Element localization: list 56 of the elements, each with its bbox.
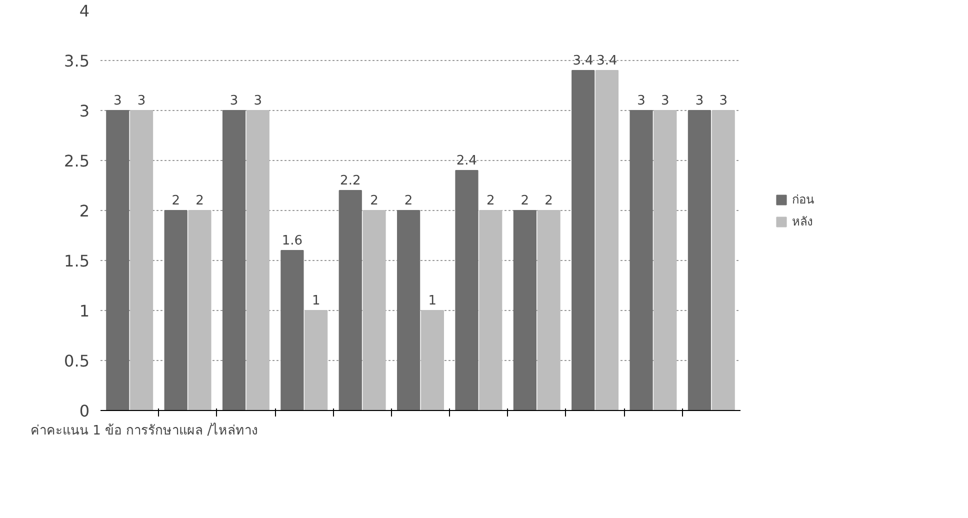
- y-tick-label: 2.5: [64, 152, 90, 170]
- bar: [712, 110, 735, 410]
- data-label: 3.4: [572, 54, 594, 68]
- bar: [164, 210, 188, 410]
- y-tick-label: 1: [79, 302, 90, 320]
- data-label: 2: [544, 194, 553, 208]
- bar: [513, 210, 536, 410]
- bar: [654, 110, 677, 410]
- y-tick-label: 4: [79, 2, 90, 20]
- data-label: 2: [370, 194, 378, 208]
- data-label: 2: [486, 194, 495, 208]
- data-label: 3: [254, 94, 262, 108]
- data-label: 2: [196, 194, 204, 208]
- data-label: 1: [428, 294, 437, 308]
- bar: [304, 310, 328, 410]
- bar: [246, 110, 270, 410]
- bar: [595, 70, 619, 410]
- data-label: 1: [312, 294, 320, 308]
- y-tick-label: 0: [79, 402, 90, 420]
- data-label: 3.4: [596, 54, 618, 68]
- data-label: 2: [520, 194, 530, 208]
- data-label: 3: [719, 94, 728, 108]
- data-label: 3: [114, 94, 122, 108]
- bar: [572, 70, 595, 410]
- data-label: 2.4: [456, 154, 478, 168]
- legend-label: ก่อน: [792, 192, 814, 208]
- bar: [280, 250, 304, 410]
- bar: [338, 190, 362, 410]
- y-tick-label: 0.5: [64, 352, 90, 370]
- bar: [537, 210, 560, 410]
- bar: [106, 110, 130, 410]
- bar: [630, 110, 653, 410]
- y-tick-label: 1.5: [64, 252, 90, 270]
- bar: [479, 210, 502, 410]
- bar: [130, 110, 154, 410]
- data-label: 3: [137, 94, 146, 108]
- bar: [455, 170, 478, 410]
- bar: [688, 110, 712, 410]
- bar: [397, 210, 420, 410]
- text: ค่าคะแนน 1 ข้อ การรักษาแผล /ไหล่ทาง: [30, 422, 258, 438]
- data-label: 1.6: [282, 234, 303, 248]
- y-tick-label: 3: [79, 102, 90, 120]
- data-label: 3: [661, 94, 670, 108]
- bar: [222, 110, 246, 410]
- data-label: 3: [695, 94, 704, 108]
- y-tick-label: 2: [79, 202, 90, 220]
- legend-label: หลัง: [792, 214, 813, 230]
- data-label: 3: [637, 94, 646, 108]
- data-label: 2: [404, 194, 413, 208]
- data-label: 3: [230, 94, 238, 108]
- data-label: 2: [172, 194, 180, 208]
- y-tick-label: 3.5: [64, 52, 90, 70]
- data-label: 2.2: [340, 174, 361, 188]
- bar: [188, 210, 212, 410]
- bar: [362, 210, 386, 410]
- bar: [420, 310, 444, 410]
